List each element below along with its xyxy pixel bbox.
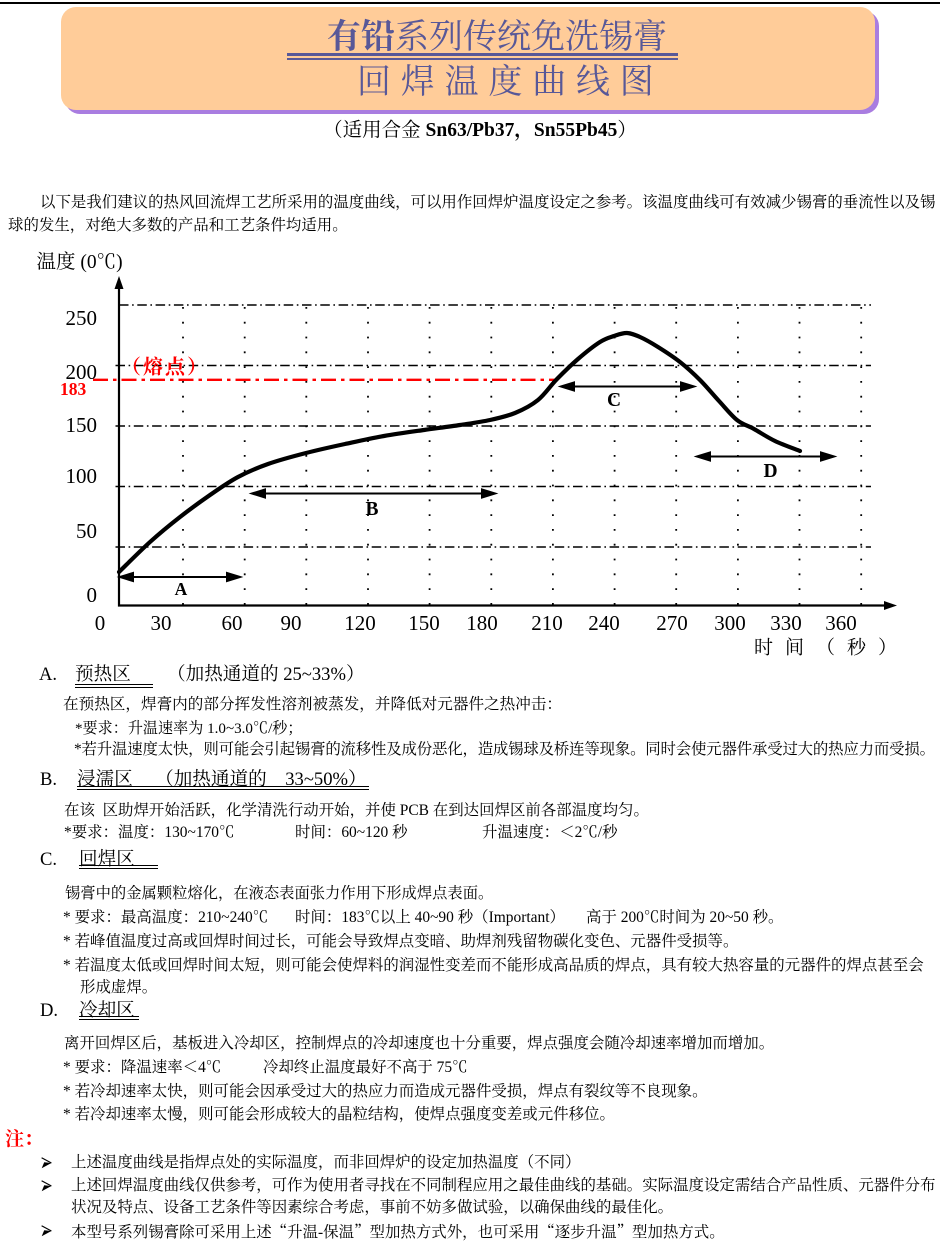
svg-text:330: 330 [770, 611, 802, 635]
svg-text:60: 60 [222, 611, 243, 635]
svg-text:0: 0 [95, 611, 106, 635]
svg-text:0: 0 [87, 583, 98, 607]
svg-text:210: 210 [531, 611, 563, 635]
svg-text:90: 90 [281, 611, 302, 635]
svg-text:D: D [763, 461, 777, 482]
svg-text:（熔点）: （熔点） [121, 356, 209, 379]
svg-text:183: 183 [60, 379, 87, 399]
svg-text:温度 (0℃): 温度 (0℃) [37, 251, 123, 273]
svg-text:360: 360 [825, 611, 857, 635]
svg-text:100: 100 [66, 464, 98, 488]
svg-text:200: 200 [66, 360, 98, 384]
svg-text:240: 240 [588, 611, 620, 635]
svg-text:150: 150 [66, 413, 98, 437]
svg-text:C: C [607, 390, 621, 411]
svg-text:270: 270 [656, 611, 688, 635]
svg-text:A: A [175, 579, 188, 599]
svg-text:B: B [365, 499, 378, 520]
svg-text:250: 250 [66, 306, 98, 330]
svg-text:时间（秒）: 时间（秒） [754, 637, 909, 659]
svg-text:50: 50 [76, 519, 97, 543]
svg-text:180: 180 [466, 611, 498, 635]
svg-text:30: 30 [151, 611, 172, 635]
svg-text:120: 120 [344, 611, 376, 635]
svg-text:300: 300 [714, 611, 746, 635]
svg-text:150: 150 [408, 611, 440, 635]
